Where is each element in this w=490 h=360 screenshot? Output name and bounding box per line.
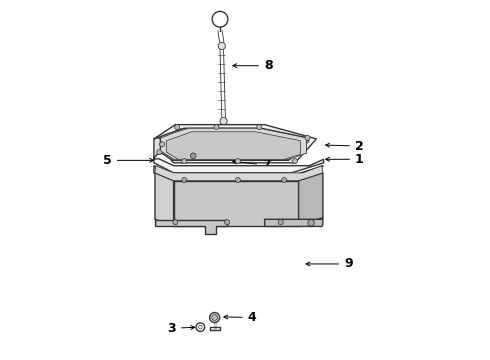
Polygon shape: [167, 132, 300, 159]
Circle shape: [282, 177, 287, 183]
Polygon shape: [155, 173, 173, 226]
Circle shape: [235, 158, 241, 163]
Polygon shape: [173, 181, 298, 226]
Text: 5: 5: [103, 154, 154, 167]
Circle shape: [220, 117, 227, 125]
Circle shape: [174, 125, 180, 130]
Circle shape: [224, 220, 230, 225]
Circle shape: [160, 142, 165, 147]
Circle shape: [278, 220, 283, 225]
Circle shape: [218, 42, 225, 50]
Circle shape: [173, 220, 178, 225]
Polygon shape: [154, 158, 323, 173]
Polygon shape: [154, 166, 323, 180]
Circle shape: [210, 312, 220, 323]
Polygon shape: [160, 128, 306, 159]
Text: 6: 6: [233, 134, 272, 147]
Text: 9: 9: [306, 257, 353, 270]
Circle shape: [212, 315, 218, 320]
Polygon shape: [265, 217, 323, 226]
Circle shape: [220, 128, 226, 134]
Polygon shape: [154, 138, 160, 160]
Polygon shape: [155, 220, 227, 234]
Circle shape: [182, 177, 187, 183]
Circle shape: [308, 220, 314, 226]
Text: 1: 1: [326, 153, 364, 166]
Polygon shape: [154, 125, 317, 163]
Polygon shape: [163, 129, 309, 159]
Polygon shape: [298, 173, 323, 226]
Circle shape: [214, 125, 219, 130]
Circle shape: [257, 125, 262, 130]
Circle shape: [157, 150, 162, 155]
Circle shape: [190, 153, 196, 158]
Circle shape: [235, 177, 241, 183]
Polygon shape: [157, 128, 309, 160]
Text: 2: 2: [326, 140, 364, 153]
Circle shape: [305, 135, 310, 140]
Text: 7: 7: [233, 158, 271, 171]
Circle shape: [182, 158, 187, 163]
Polygon shape: [155, 166, 323, 181]
Text: 8: 8: [233, 59, 272, 72]
Text: 3: 3: [168, 322, 195, 335]
Text: 4: 4: [224, 311, 257, 324]
Circle shape: [293, 158, 297, 163]
